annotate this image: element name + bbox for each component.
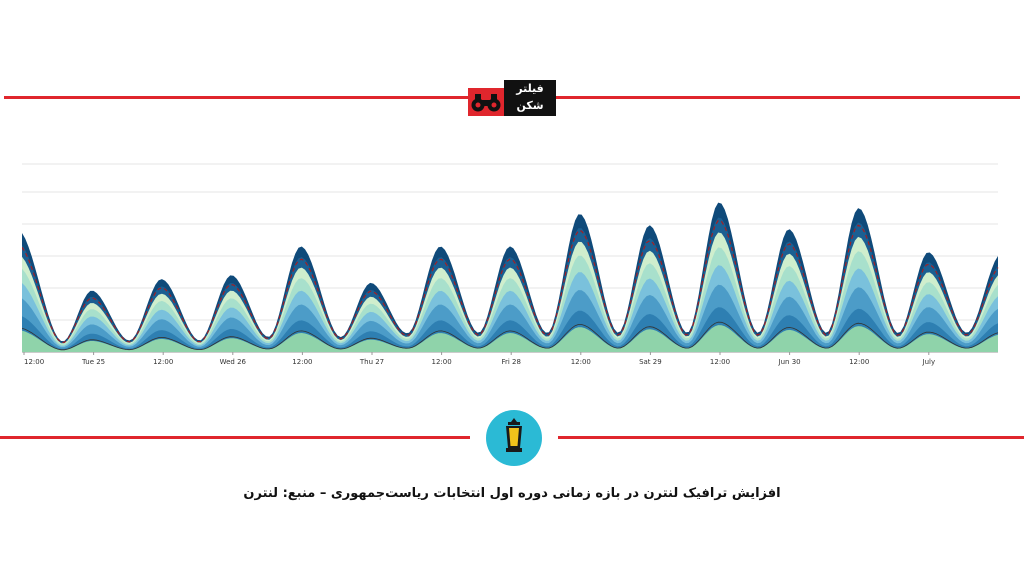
traffic-chart: 12:00 Tue 25 12:00 Wed 26 12:00 Thu 27 12:00 Fr… — [22, 163, 999, 366]
area-layer-1 — [22, 325, 998, 352]
x-tick-label: 12:00 — [710, 358, 730, 366]
area-layer-3 — [22, 284, 998, 352]
x-axis-ticks: 12:00 Tue 25 12:00 Wed 26 12:00 Thu 27 12:00 Fr… — [23, 352, 936, 366]
x-tick-label: Thu 27 — [359, 358, 384, 366]
area-layer-2 — [22, 307, 998, 352]
x-tick-label: Sat 29 — [639, 358, 662, 366]
top-rule-left — [4, 96, 468, 99]
x-tick-label: 12:00 — [432, 358, 452, 366]
x-tick-label: Tue 25 — [81, 358, 105, 366]
logo-text-bottom: شکن — [516, 99, 544, 112]
logo-text-top: فیلتر — [516, 82, 544, 95]
x-tick-label: Wed 26 — [220, 358, 247, 366]
figure-caption: افزایش ترافیک لنترن در بازه زمانی دوره ا… — [243, 486, 781, 501]
logo-wordmark: فیلتر شکن — [504, 80, 556, 116]
x-tick-label: July — [922, 358, 936, 366]
brand-logo: فیلتر شکن — [468, 80, 556, 116]
chart-lines — [22, 219, 999, 351]
x-tick-label: 12:00 — [571, 358, 591, 366]
comparison-dashed-line — [22, 219, 999, 344]
top-rule-right — [556, 96, 1020, 99]
chart-area-layers — [22, 202, 998, 352]
bottom-rule-left — [0, 436, 470, 439]
x-tick-label: Fri 28 — [501, 358, 520, 366]
x-tick-label: Jun 30 — [778, 358, 801, 366]
x-tick-label: 12:00 — [292, 358, 312, 366]
baseline-series-line — [22, 321, 999, 351]
x-tick-label: 12:00 — [153, 358, 173, 366]
bottom-rule-right — [558, 436, 1024, 439]
x-tick-label: 12:00 — [849, 358, 869, 366]
lantern-icon — [484, 408, 544, 468]
x-tick-label: 12:00 — [24, 358, 44, 366]
binoculars-icon — [468, 88, 504, 116]
